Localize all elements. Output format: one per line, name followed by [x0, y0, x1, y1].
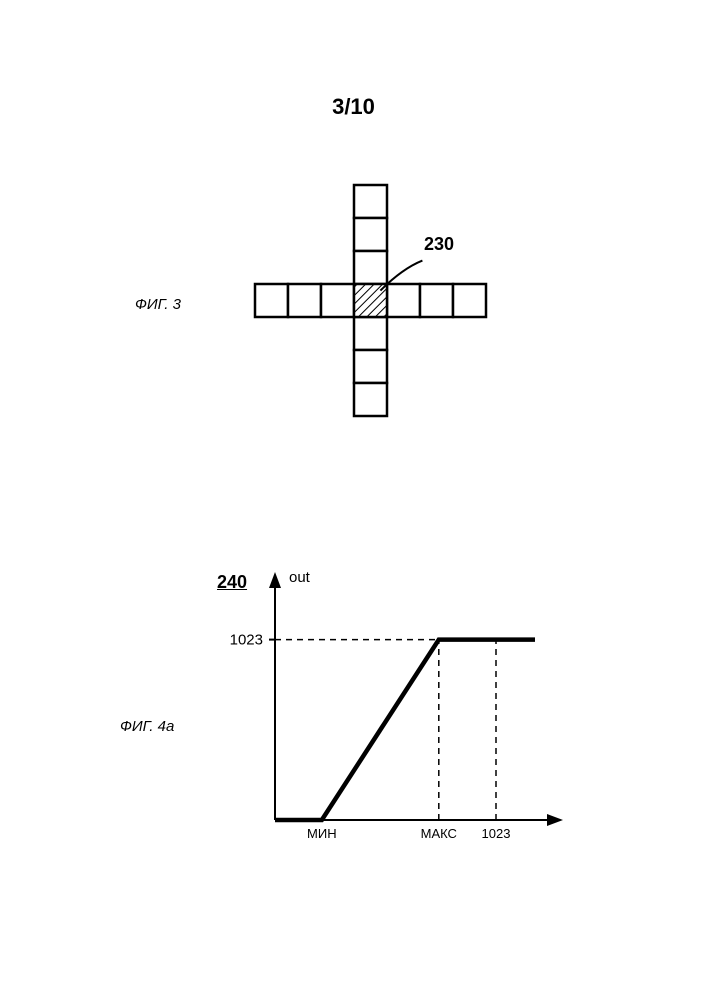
- fig3-diagram: [245, 175, 525, 435]
- fig3-callout-230: 230: [424, 234, 454, 255]
- fig4a-plot-group: outin1023МИНМАКС1023: [230, 570, 565, 841]
- fig3-grid: [255, 185, 486, 416]
- page-container: { "page": { "page_number_label": "3/10",…: [0, 0, 707, 1000]
- fig4a-label: ФИГ. 4a: [120, 718, 174, 735]
- fig3-label: ФИГ. 3: [135, 296, 181, 313]
- y-tick-1023: 1023: [230, 632, 263, 649]
- y-axis-label: out: [289, 570, 311, 586]
- x-tick-min: МИН: [307, 826, 337, 841]
- page-number-text: 3/10: [332, 94, 375, 119]
- x-tick-max: МАКС: [421, 826, 457, 841]
- page-number: 3/10: [0, 94, 707, 120]
- fig4a-chart: outin1023МИНМАКС1023: [205, 570, 565, 870]
- x-tick-1023: 1023: [482, 826, 511, 841]
